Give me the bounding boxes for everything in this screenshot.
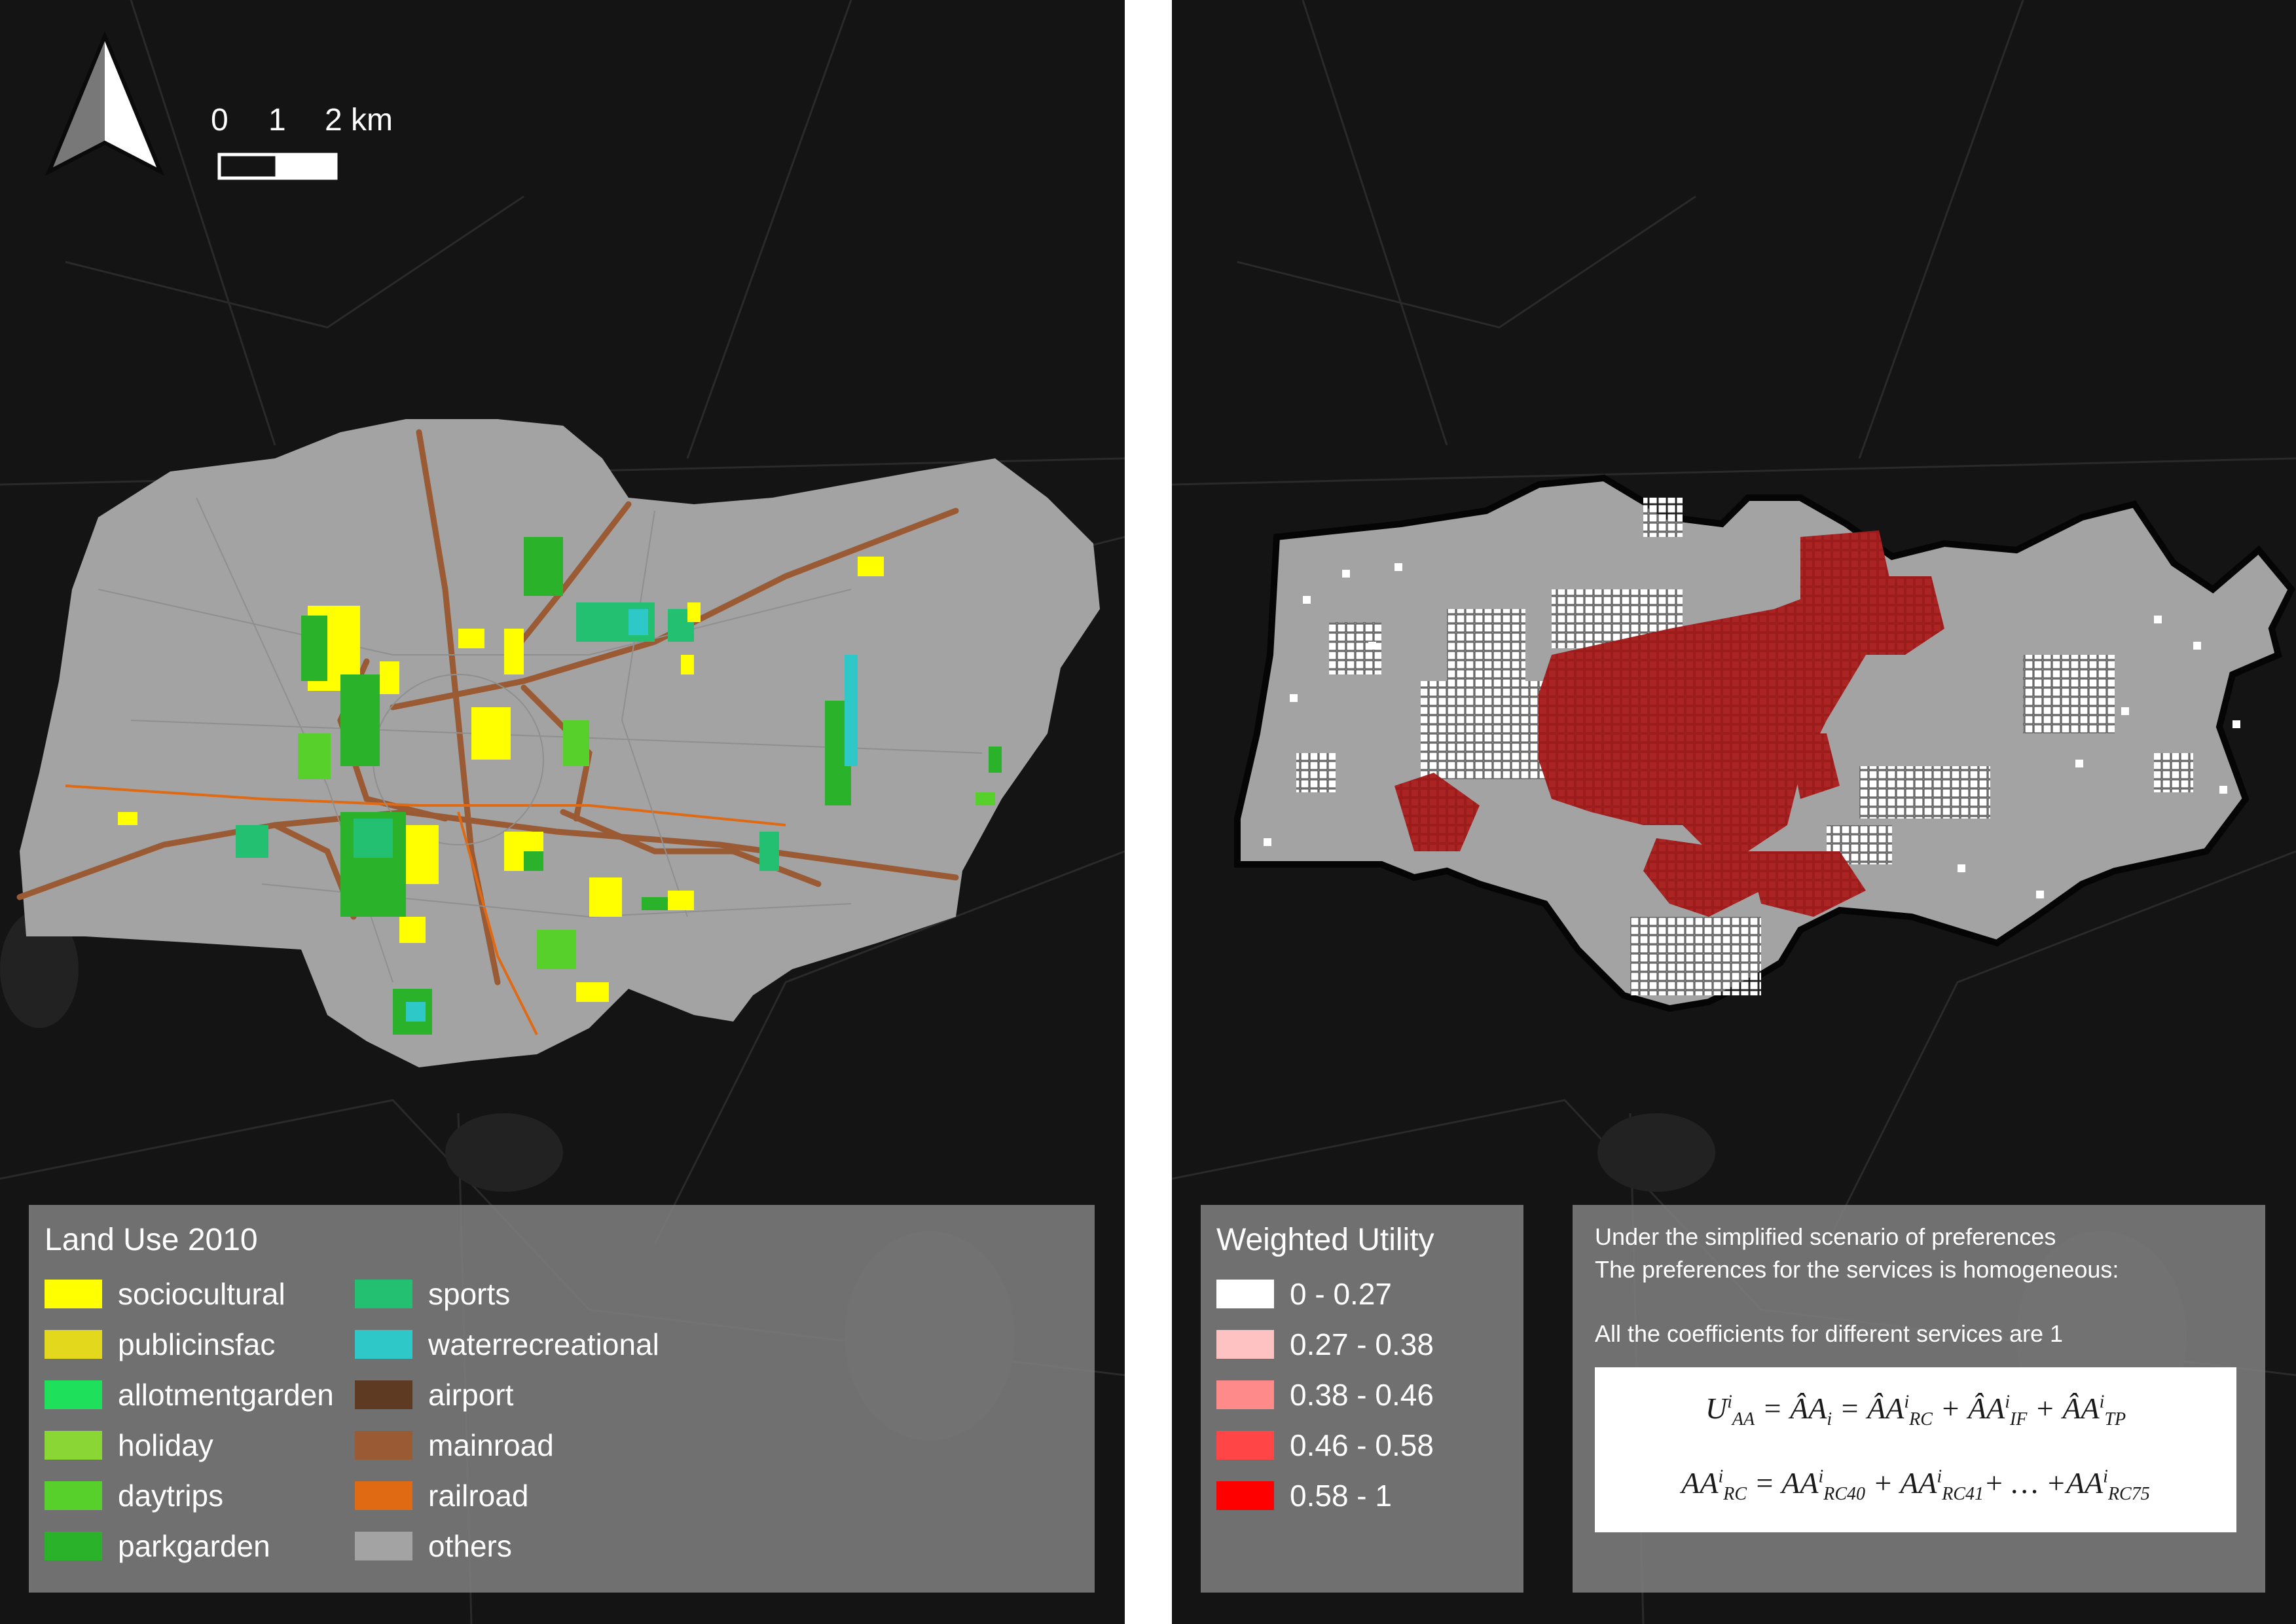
utility-equation: UiAA = ÂAi = ÂAiRC + ÂAiIF + ÂAiTP (1705, 1392, 2126, 1430)
legend-item: holiday (45, 1427, 213, 1464)
legend-item: 0.27 - 0.38 (1216, 1326, 1434, 1363)
legend-label: others (428, 1529, 512, 1563)
legend-label: holiday (118, 1428, 213, 1462)
legend-swatch (355, 1280, 412, 1308)
legend-swatch (355, 1380, 412, 1409)
land-use-map-panel: 0 1 2 km Land Use 2010 sociocultural publ… (0, 0, 1125, 1624)
legend-label: waterrecreational (428, 1327, 659, 1361)
legend-swatch (45, 1280, 102, 1308)
legend-swatch (1216, 1330, 1274, 1359)
land-use-legend: Land Use 2010 sociocultural publicinsfac a… (29, 1205, 1095, 1593)
legend-swatch (45, 1330, 102, 1359)
utility-formula-box: UiAA = ÂAi = ÂAiRC + ÂAiIF + ÂAiTP AAiRC… (1595, 1367, 2236, 1532)
scale-label-1: 1 (268, 103, 286, 138)
scenario-note-box: Under the simplified scenario of prefere… (1573, 1205, 2265, 1593)
legend-label: 0.27 - 0.38 (1290, 1327, 1434, 1361)
legend-swatch (355, 1330, 412, 1359)
legend-item: 0.46 - 0.58 (1216, 1427, 1434, 1464)
legend-item: parkgarden (45, 1528, 270, 1564)
legend-swatch (1216, 1280, 1274, 1308)
legend-label: 0.58 - 1 (1290, 1479, 1392, 1513)
note-line-3: All the coefficients for different servi… (1595, 1320, 2064, 1347)
scale-bar (217, 153, 338, 180)
legend-label: daytrips (118, 1479, 224, 1513)
legend-swatch (355, 1481, 412, 1510)
scale-label-2km: 2 km (325, 103, 393, 138)
legend-item: others (355, 1528, 512, 1564)
legend-item: sociocultural (45, 1276, 285, 1312)
legend-label: publicinsfac (118, 1327, 276, 1361)
legend-label: sociocultural (118, 1277, 285, 1311)
legend-swatch (355, 1431, 412, 1460)
legend-swatch (1216, 1380, 1274, 1409)
legend-swatch (45, 1431, 102, 1460)
legend-swatch (1216, 1481, 1274, 1510)
rc-sum-equation: AAiRC = AAiRC40 + AAiRC41+ … +AAiRC75 (1681, 1466, 2150, 1505)
railroad-network (65, 784, 786, 1035)
legend-item: daytrips (45, 1477, 223, 1514)
legend-label: parkgarden (118, 1529, 270, 1563)
legend-label: sports (428, 1277, 511, 1311)
legend-title: Land Use 2010 (45, 1223, 258, 1257)
note-line-1: Under the simplified scenario of prefere… (1595, 1223, 2056, 1250)
legend-swatch (45, 1532, 102, 1560)
legend-item: publicinsfac (45, 1326, 275, 1363)
legend-item: 0 - 0.27 (1216, 1276, 1392, 1312)
legend-label: railroad (428, 1479, 529, 1513)
legend-label: 0 - 0.27 (1290, 1277, 1392, 1311)
note-line-2: The preferences for the services is homo… (1595, 1256, 2119, 1283)
legend-item: waterrecreational (355, 1326, 659, 1363)
legend-item: allotmentgarden (45, 1376, 334, 1413)
legend-label: 0.38 - 0.46 (1290, 1378, 1434, 1412)
legend-item: railroad (355, 1477, 528, 1514)
high-utility-zones (1394, 530, 1944, 917)
legend-label: airport (428, 1378, 514, 1412)
legend-item: sports (355, 1276, 510, 1312)
legend-swatch (45, 1481, 102, 1510)
scale-label-0: 0 (211, 103, 228, 138)
scattered-cells (1264, 563, 2240, 898)
legend-item: 0.38 - 0.46 (1216, 1376, 1434, 1413)
utility-grid-cells (1296, 498, 2193, 995)
legend-swatch (1216, 1431, 1274, 1460)
legend-title: Weighted Utility (1216, 1223, 1434, 1257)
legend-item: airport (355, 1376, 513, 1413)
north-arrow-icon (45, 31, 164, 176)
weighted-utility-legend: Weighted Utility 0 - 0.27 0.27 - 0.38 0.38… (1201, 1205, 1523, 1593)
legend-label: 0.46 - 0.58 (1290, 1428, 1434, 1462)
legend-swatch (355, 1532, 412, 1560)
land-use-patches (118, 537, 1002, 1035)
weighted-utility-map (1172, 0, 2296, 1624)
legend-label: allotmentgarden (118, 1378, 334, 1412)
legend-swatch (45, 1380, 102, 1409)
legend-item: mainroad (355, 1427, 554, 1464)
weighted-utility-map-panel: Weighted Utility 0 - 0.27 0.27 - 0.38 0.38… (1172, 0, 2296, 1624)
legend-item: 0.58 - 1 (1216, 1477, 1392, 1514)
legend-label: mainroad (428, 1428, 554, 1462)
